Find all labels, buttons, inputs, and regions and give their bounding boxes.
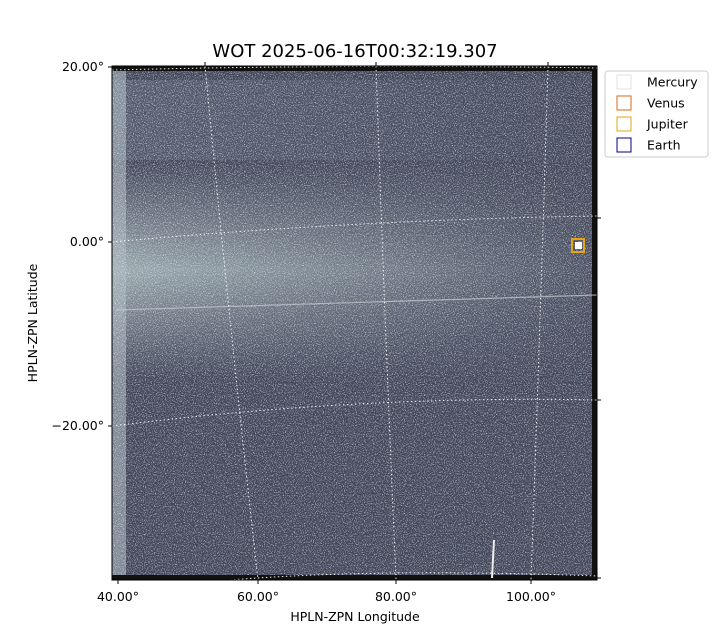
x-tick-label: 60.00° bbox=[237, 589, 279, 604]
y-tick-label: −20.00° bbox=[51, 418, 104, 433]
ticks bbox=[108, 62, 601, 584]
x-tick-label: 100.00° bbox=[506, 589, 556, 604]
x-tick-label: 40.00° bbox=[97, 589, 139, 604]
y-tick-label: 0.00° bbox=[70, 234, 104, 249]
legend-label: Venus bbox=[647, 96, 685, 111]
x-tick-label: 80.00° bbox=[375, 589, 417, 604]
x-axis-label: HPLN-ZPN Longitude bbox=[290, 609, 420, 624]
title: WOT 2025-06-16T00:32:19.307 bbox=[212, 41, 497, 62]
y-tick-label: 20.00° bbox=[62, 59, 104, 74]
legend bbox=[604, 70, 709, 158]
legend-label: Jupiter bbox=[646, 117, 689, 132]
legend-swatch bbox=[616, 74, 632, 90]
legend-swatch bbox=[616, 95, 632, 111]
grid bbox=[112, 66, 597, 580]
image bbox=[112, 66, 597, 580]
legend-label: Mercury bbox=[647, 75, 698, 90]
legend-label: Earth bbox=[647, 138, 681, 153]
legend-swatch bbox=[616, 116, 632, 132]
legend-swatch bbox=[616, 137, 632, 153]
y-axis-label: HPLN-ZPN Latitude bbox=[25, 263, 40, 382]
